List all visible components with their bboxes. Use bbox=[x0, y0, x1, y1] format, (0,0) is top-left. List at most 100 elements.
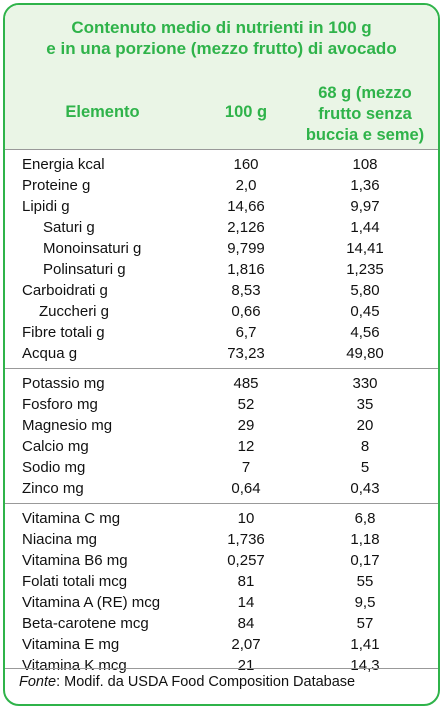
title-line-1: Contenuto medio di nutrienti in 100 g bbox=[71, 18, 372, 37]
value-68g: 1,235 bbox=[346, 261, 384, 278]
value-100g: 7 bbox=[241, 459, 251, 476]
value-100g: 29 bbox=[237, 417, 255, 434]
value-100g: 0,257 bbox=[227, 552, 265, 569]
value-68g: 1,36 bbox=[350, 177, 380, 194]
table-row: Calcio mg 12 8 bbox=[5, 436, 438, 457]
value-100g: 8,53 bbox=[231, 282, 261, 299]
nutrient-name: Vitamina A (RE) mcg bbox=[22, 594, 161, 611]
table-row: Monoinsaturi g 9,799 14,41 bbox=[5, 238, 438, 259]
source-text: : Modif. da USDA Food Composition Databa… bbox=[56, 674, 356, 690]
value-100g: 6,7 bbox=[235, 324, 257, 341]
source-note: Fonte: Modif. da USDA Food Composition D… bbox=[19, 672, 355, 692]
value-100g: 2,07 bbox=[231, 636, 261, 653]
table-row: Zinco mg 0,64 0,43 bbox=[5, 478, 438, 499]
table-row: Energia kcal 160 108 bbox=[5, 154, 438, 175]
table-row: Magnesio mg 29 20 bbox=[5, 415, 438, 436]
value-100g: 9,799 bbox=[227, 240, 265, 257]
nutrient-name: Acqua g bbox=[22, 345, 78, 362]
table-row: Saturi g 2,126 1,44 bbox=[5, 217, 438, 238]
nutrient-name: Energia kcal bbox=[22, 156, 105, 173]
value-100g: 2,126 bbox=[227, 219, 265, 236]
nutrient-name: Beta-carotene mcg bbox=[22, 615, 149, 632]
value-68g: 0,43 bbox=[350, 480, 380, 497]
value-100g: 52 bbox=[237, 396, 255, 413]
column-header-68g-line-3: buccia e seme) bbox=[305, 126, 425, 144]
nutrient-name: Vitamina B6 mg bbox=[22, 552, 128, 569]
value-68g: 14,41 bbox=[346, 240, 384, 257]
table-row: Lipidi g 14,66 9,97 bbox=[5, 196, 438, 217]
value-68g: 49,80 bbox=[346, 345, 384, 362]
value-100g: 1,816 bbox=[227, 261, 265, 278]
value-68g: 57 bbox=[356, 615, 374, 632]
table-row: Niacina mg 1,736 1,18 bbox=[5, 529, 438, 550]
column-header-68g: 68 g (mezzo frutto senza buccia e seme) bbox=[285, 83, 438, 146]
column-header-element: Elemento bbox=[65, 103, 140, 121]
value-100g: 84 bbox=[237, 615, 255, 632]
table-row: Carboidrati g 8,53 5,80 bbox=[5, 280, 438, 301]
nutrient-table-card: Contenuto medio di nutrienti in 100 g e … bbox=[3, 3, 440, 706]
header-band bbox=[5, 5, 438, 149]
nutrient-name: Fibre totali g bbox=[22, 324, 105, 341]
nutrient-name: Lipidi g bbox=[22, 198, 70, 215]
table-row: Vitamina K mcg 21 14,3 bbox=[5, 655, 438, 676]
value-68g: 9,97 bbox=[350, 198, 380, 215]
nutrient-name: Vitamina K mcg bbox=[22, 657, 127, 674]
nutrient-name: Polinsaturi g bbox=[43, 261, 126, 278]
table-title: Contenuto medio di nutrienti in 100 g e … bbox=[5, 17, 438, 59]
table-row: Fosforo mg 52 35 bbox=[5, 394, 438, 415]
source-label: Fonte bbox=[19, 674, 57, 690]
table-row: Proteine g 2,0 1,36 bbox=[5, 175, 438, 196]
column-header-68g-line-2: frutto senza bbox=[318, 105, 412, 123]
nutrient-name: Magnesio mg bbox=[22, 417, 113, 434]
column-header-100g: 100 g bbox=[224, 103, 268, 121]
table-row: Potassio mg 485 330 bbox=[5, 373, 438, 394]
nutrient-name: Calcio mg bbox=[22, 438, 89, 455]
value-100g: 0,66 bbox=[231, 303, 261, 320]
nutrient-name: Zinco mg bbox=[22, 480, 84, 497]
value-100g: 81 bbox=[237, 573, 255, 590]
value-68g: 330 bbox=[352, 375, 378, 392]
value-68g: 9,5 bbox=[354, 594, 376, 611]
value-68g: 0,17 bbox=[350, 552, 380, 569]
value-100g: 12 bbox=[237, 438, 255, 455]
value-68g: 5 bbox=[360, 459, 370, 476]
table-row: Beta-carotene mcg 84 57 bbox=[5, 613, 438, 634]
value-100g: 485 bbox=[233, 375, 259, 392]
value-100g: 73,23 bbox=[227, 345, 265, 362]
value-68g: 8 bbox=[360, 438, 370, 455]
value-100g: 2,0 bbox=[235, 177, 257, 194]
value-100g: 14,66 bbox=[227, 198, 265, 215]
value-68g: 0,45 bbox=[350, 303, 380, 320]
value-68g: 35 bbox=[356, 396, 374, 413]
title-line-2: e in una porzione (mezzo frutto) di avoc… bbox=[46, 39, 397, 58]
value-68g: 4,56 bbox=[350, 324, 380, 341]
table-row: Sodio mg 7 5 bbox=[5, 457, 438, 478]
value-100g: 10 bbox=[237, 510, 255, 527]
value-68g: 6,8 bbox=[354, 510, 376, 527]
group-divider bbox=[5, 503, 438, 504]
nutrient-name: Vitamina E mg bbox=[22, 636, 120, 653]
table-row: Vitamina A (RE) mcg 14 9,5 bbox=[5, 592, 438, 613]
value-68g: 108 bbox=[352, 156, 378, 173]
value-68g: 1,18 bbox=[350, 531, 380, 548]
table-row: Vitamina C mg 10 6,8 bbox=[5, 508, 438, 529]
source-divider bbox=[5, 668, 438, 669]
group-divider bbox=[5, 368, 438, 369]
table-row: Acqua g 73,23 49,80 bbox=[5, 343, 438, 364]
table-row: Vitamina E mg 2,07 1,41 bbox=[5, 634, 438, 655]
table-row: Fibre totali g 6,7 4,56 bbox=[5, 322, 438, 343]
table-body: Energia kcal 160 108 Proteine g 2,0 1,36 Lipid… bbox=[5, 149, 438, 676]
nutrient-name: Fosforo mg bbox=[22, 396, 98, 413]
nutrient-name: Carboidrati g bbox=[22, 282, 108, 299]
value-68g: 1,41 bbox=[350, 636, 380, 653]
value-68g: 5,80 bbox=[350, 282, 380, 299]
value-100g: 21 bbox=[237, 657, 255, 674]
value-100g: 0,64 bbox=[231, 480, 261, 497]
table-row: Polinsaturi g 1,816 1,235 bbox=[5, 259, 438, 280]
column-header-68g-line-1: 68 g (mezzo bbox=[318, 84, 412, 102]
nutrient-name: Saturi g bbox=[43, 219, 95, 236]
group-divider bbox=[5, 149, 438, 150]
value-68g: 55 bbox=[356, 573, 374, 590]
table-row: Zuccheri g 0,66 0,45 bbox=[5, 301, 438, 322]
table-row: Folati totali mcg 81 55 bbox=[5, 571, 438, 592]
